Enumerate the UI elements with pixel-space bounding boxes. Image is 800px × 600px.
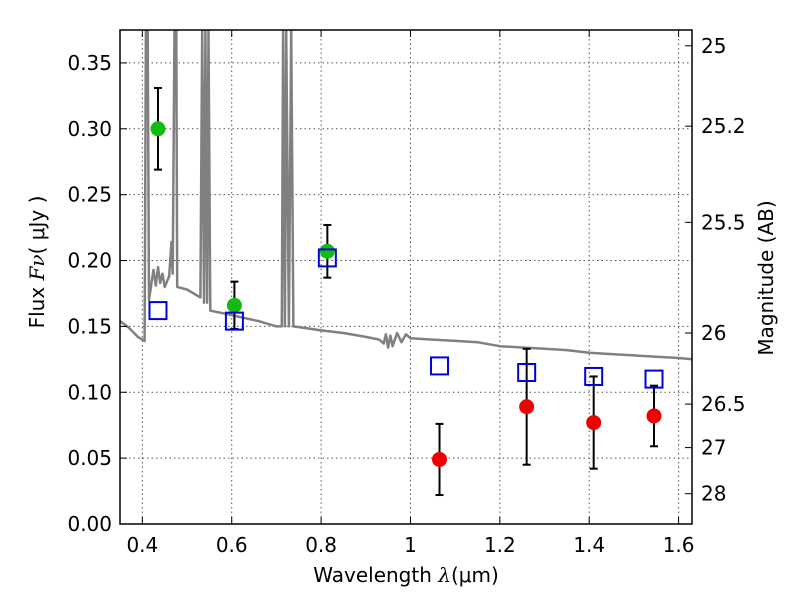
- y-tick-label: 0.15: [67, 314, 112, 338]
- y2-axis-label: Magnitude (AB): [754, 200, 778, 355]
- data-point: [319, 243, 335, 259]
- x-tick-label: 0.6: [216, 533, 248, 557]
- grid: [120, 30, 692, 524]
- data-point: [646, 408, 662, 424]
- x-tick-label: 0.4: [126, 533, 158, 557]
- x-tick-label: 1.6: [663, 533, 695, 557]
- x-tick-label: 0.8: [305, 533, 337, 557]
- y-axis-symbol: Fν: [25, 254, 49, 281]
- y-tick-label: 0.30: [67, 117, 112, 141]
- x-tick-label: 1.2: [484, 533, 516, 557]
- x-tick-label: 1: [404, 533, 417, 557]
- model-photometry-square: [224, 311, 244, 331]
- x-axis-label: Wavelength λ(μm): [313, 563, 499, 587]
- model-spectrum-line: [120, 30, 692, 361]
- y-tick-label: 0.10: [67, 380, 112, 404]
- y-axis-label: Flux Fν( μJy ): [25, 196, 49, 329]
- data-point: [432, 451, 448, 467]
- model-photometry-square: [430, 356, 450, 376]
- data-point: [226, 297, 242, 313]
- y2-tick-label: 26: [701, 321, 726, 345]
- y2-tick-label: 25.5: [701, 210, 746, 234]
- y-tick-label: 0.00: [67, 512, 112, 536]
- y-axis-units: ( μJy ): [25, 196, 49, 255]
- y2-tick-label: 25.2: [701, 114, 746, 138]
- model-photometry-square: [517, 363, 537, 383]
- data-points: [148, 86, 664, 497]
- x-axis-symbol: λ: [437, 563, 451, 587]
- y2-tick-label: 27: [701, 436, 726, 460]
- x-axis-units: (μm): [451, 563, 499, 587]
- y-tick-label: 0.20: [67, 249, 112, 273]
- plot-frame: [119, 29, 693, 525]
- y-tick-label: 0.35: [67, 51, 112, 75]
- y2-tick-label: 26.5: [701, 392, 746, 416]
- y2-tick-label: 28: [701, 482, 726, 506]
- tick-labels: 0.4 0.6 0.8 1 1.2 1.4 1.6 0.00 0.05 0.10 0.15 0.20 0…: [67, 34, 745, 557]
- model-spectrum: [120, 30, 692, 361]
- axes: [119, 29, 693, 525]
- y-tick-label: 0.05: [67, 446, 112, 470]
- data-point: [150, 121, 166, 137]
- model-photometry-square: [584, 366, 604, 386]
- model-photometry-square: [317, 248, 337, 268]
- model-photometry-square: [148, 301, 168, 321]
- y2-tick-label: 25: [701, 34, 726, 58]
- y-tick-label: 0.25: [67, 183, 112, 207]
- data-point: [519, 399, 535, 415]
- data-point: [586, 415, 602, 431]
- model-photometry-square: [644, 369, 664, 389]
- x-tick-label: 1.4: [573, 533, 605, 557]
